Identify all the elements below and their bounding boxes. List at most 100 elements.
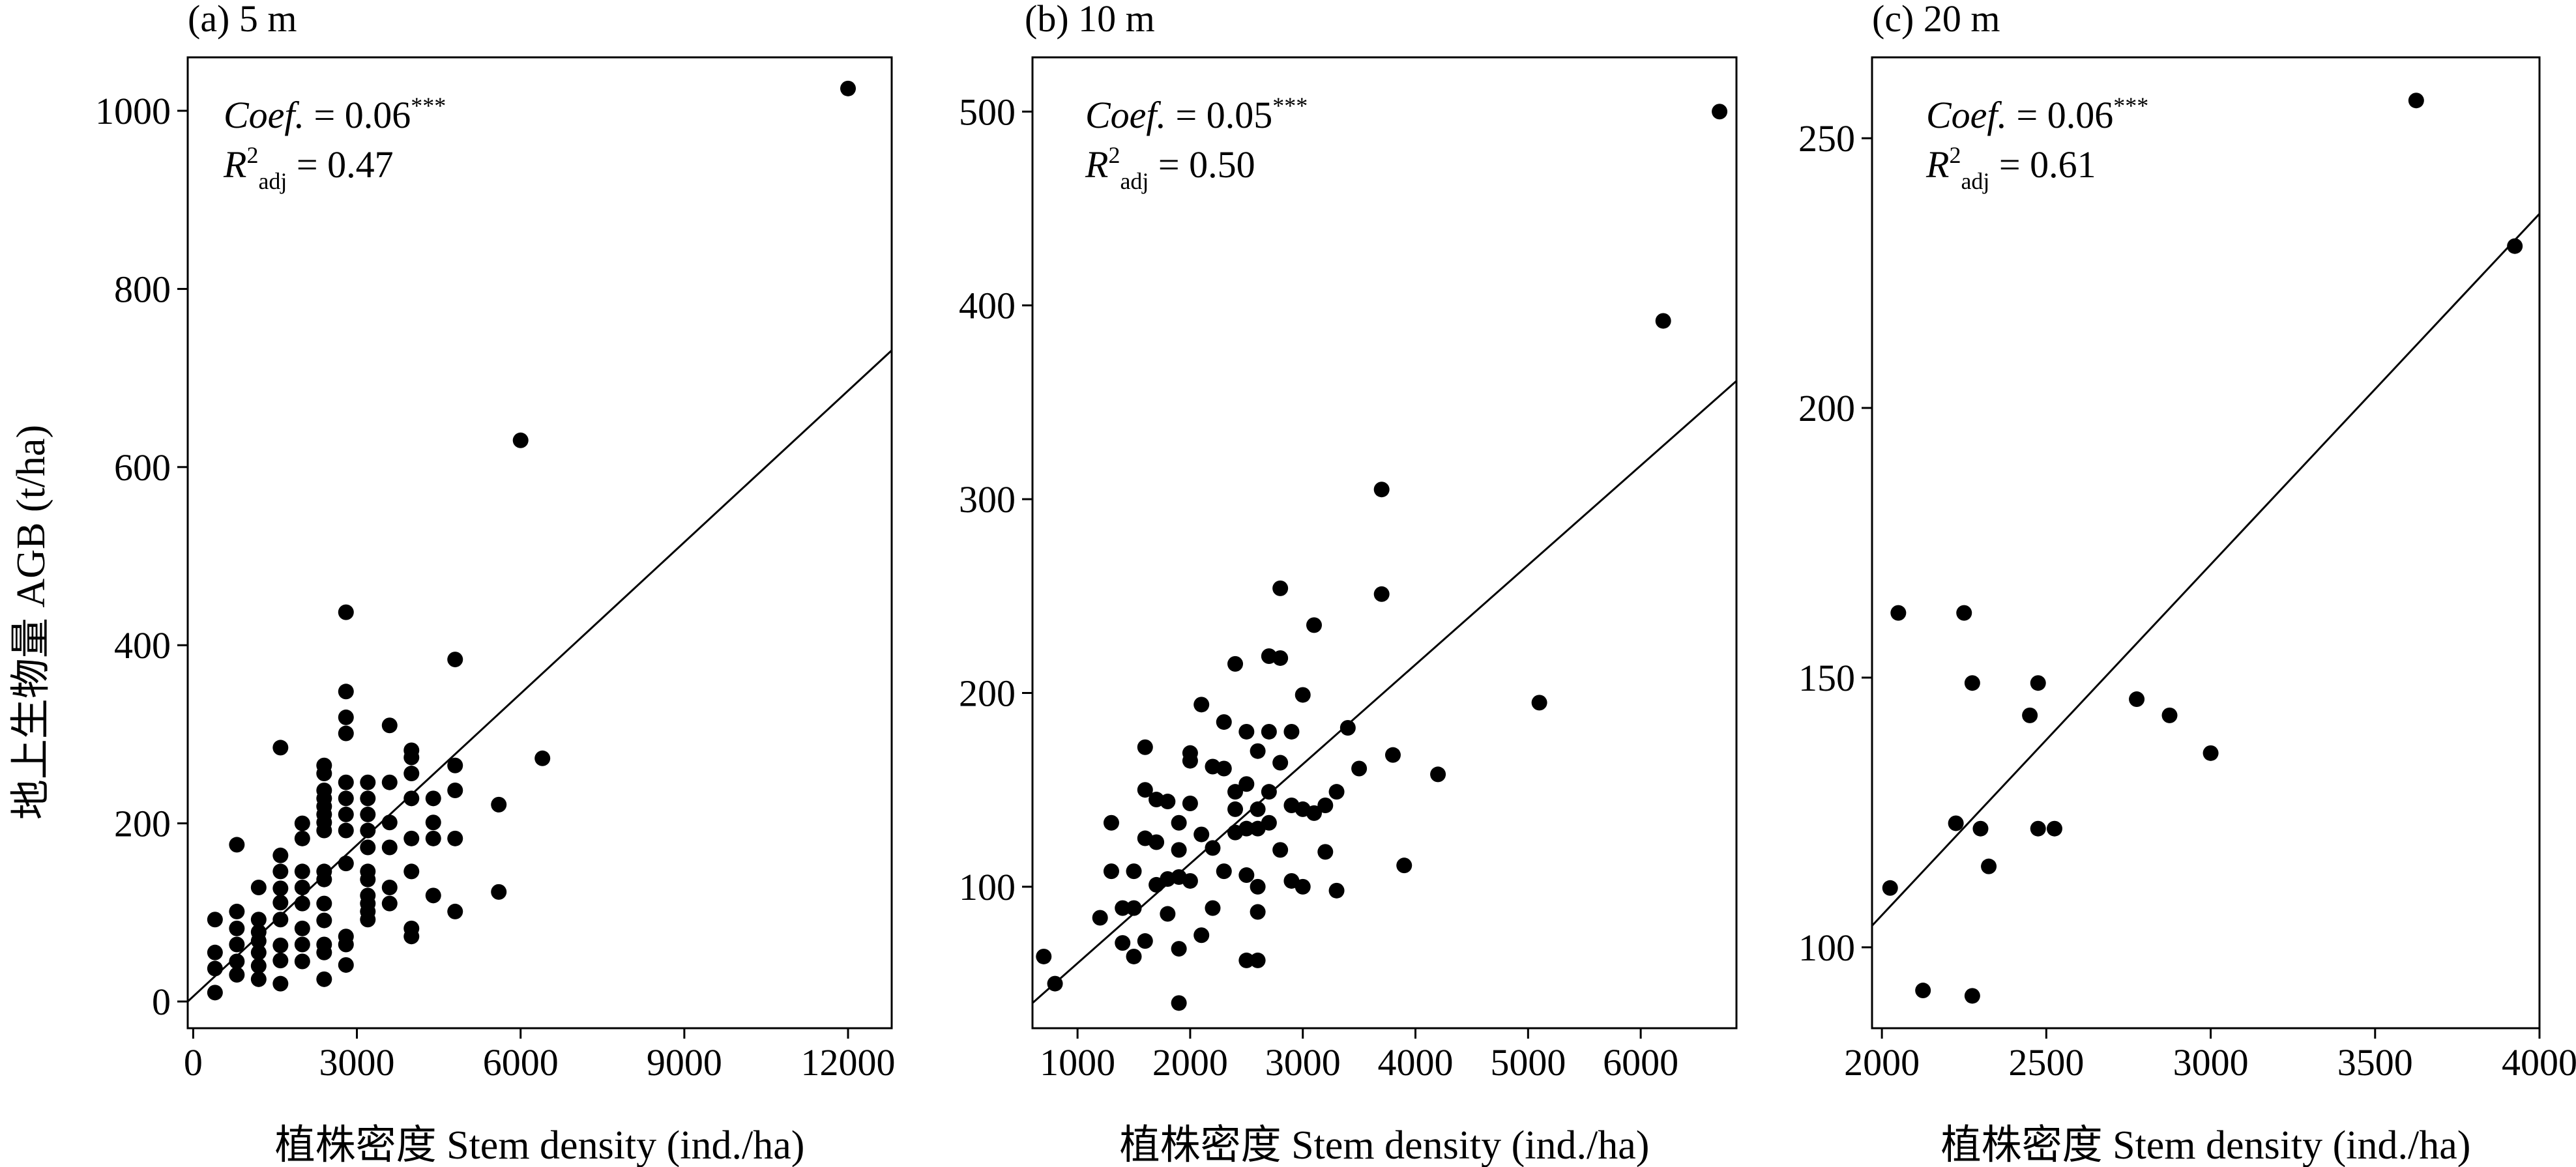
panel-a-data-point [447, 830, 463, 846]
panel-c-r2-sub: adj [1961, 168, 1989, 194]
panel-b-data-point [1712, 104, 1728, 120]
panel-b-title: (b) 10 m [1025, 0, 1155, 40]
panel-a-data-point [338, 709, 354, 725]
panel-b-data-point [1306, 617, 1322, 633]
panel-b-data-point [1149, 834, 1165, 850]
panel-c-coef-sig: *** [2113, 93, 2148, 119]
panel-a-data-point [403, 766, 420, 782]
panel-b-data-point [1238, 776, 1255, 792]
panel-a-data-point [338, 604, 354, 620]
panel-a-r2-label: R [223, 143, 246, 186]
panel-a-data-point [403, 863, 420, 880]
panel-c-data-point [1964, 675, 1980, 691]
panel-b-x-tick-label: 1000 [1040, 1041, 1115, 1084]
panel-a-data-point [294, 920, 310, 936]
panel-a-data-point [250, 958, 267, 974]
panel-c-data-point [2161, 707, 2178, 723]
panel-b-data-point [1227, 784, 1244, 800]
panel-a-data-point [381, 895, 398, 912]
panel-b-data-point [1272, 755, 1289, 771]
panel-b-data-point [1137, 739, 1153, 755]
panel-a-data-point [229, 966, 245, 983]
panel-b-data-point [1126, 948, 1142, 964]
panel-b-data-point [1272, 580, 1289, 596]
panel-a-data-point [316, 936, 332, 953]
panel-a-data-point [207, 985, 223, 1001]
panel-c-marks [1871, 93, 2541, 1004]
panel-b-data-point [1250, 878, 1266, 895]
panel-b-data-point [1238, 820, 1255, 837]
panel-a-data-point [447, 903, 463, 919]
panel-a-data-point [403, 742, 420, 758]
panel-a-data-point [229, 953, 245, 970]
panel-b-data-point [1193, 826, 1210, 843]
panel-a-y-tick-label: 0 [152, 981, 171, 1023]
panel-b-y-tick-label: 300 [959, 478, 1016, 521]
panel-a-data-point [316, 895, 332, 912]
panel-b-data-point [1306, 805, 1322, 821]
panel-a-data-point [425, 887, 441, 904]
panel-c-coef-value: = 0.06 [2007, 94, 2113, 136]
panel-b-data-point [1295, 687, 1311, 703]
panel-c-title: (c) 20 m [1872, 0, 2000, 40]
panel-a-data-point [250, 924, 267, 940]
panel-b-data-point [1261, 784, 1277, 800]
panel-c-data-point [2129, 691, 2145, 708]
panel-b-coef-sig: *** [1272, 93, 1308, 119]
panel-a-r2-value: = 0.47 [287, 143, 393, 186]
panel-a-x-tick-label: 9000 [647, 1041, 722, 1084]
panel-a-data-point [229, 903, 245, 919]
panel-b-data-point [1373, 586, 1390, 602]
panel-c-y-tick-label: 100 [1798, 927, 1855, 969]
panel-b-marks [1032, 104, 1737, 1011]
panel-c-y-tick-label: 250 [1798, 117, 1855, 160]
panel-b-data-point [1295, 878, 1311, 895]
panel-b-data-point [1171, 941, 1187, 957]
panel-b-y-tick-label: 200 [959, 672, 1016, 714]
panel-a-data-point [316, 798, 332, 814]
panel-b-data-point [1384, 747, 1401, 763]
panel-b-data-point [1272, 650, 1289, 666]
panel-a-y-tick-label: 1000 [95, 90, 171, 132]
panel-b-y-tick-label: 100 [959, 866, 1016, 908]
panel-a-data-point [425, 814, 441, 831]
panel-a-data-point [403, 790, 420, 807]
panel-b-x-axis-label: 植株密度 Stem density (ind./ha) [1120, 1123, 1650, 1167]
panel-c-ticks: 2000 2500 3000 3500 4000 100 150 200 250 [1798, 117, 2576, 1084]
panel-a-data-point [381, 880, 398, 896]
panel-a-fit-line [186, 349, 893, 1003]
panel-c-data-point [1915, 983, 1931, 999]
panel-a-data-point [360, 822, 376, 839]
panel-a-data-point [403, 920, 420, 936]
panel-b-x-tick-label: 4000 [1378, 1041, 1454, 1084]
panel-c-data-point [2203, 745, 2219, 761]
panel-a-plot-frame [186, 56, 893, 1030]
panel-b-x-tick-label: 3000 [1265, 1041, 1341, 1084]
panel-b-data-point [1317, 844, 1334, 860]
panel-b-data-point [1182, 796, 1198, 812]
panel-a-title: (a) 5 m [188, 0, 297, 40]
panel-a-data-point [338, 929, 354, 945]
panel-b-r2-value: = 0.50 [1149, 143, 1255, 186]
panel-a-data-point [447, 757, 463, 773]
panel-c-x-tick-label: 3000 [2173, 1041, 2249, 1084]
panel-a-data-point [338, 725, 354, 742]
panel-c-data-point [2507, 238, 2523, 254]
panel-a-y-tick-label: 200 [114, 803, 171, 845]
panel-a-data-point [207, 960, 223, 977]
panel-a-data-point [294, 830, 310, 846]
panel-c-fit-line [1871, 213, 2541, 927]
panel-a-data-point [207, 944, 223, 960]
panel-b-data-point [1103, 814, 1119, 831]
panel-c-data-point [2046, 820, 2062, 837]
panel-b-data-point [1261, 814, 1277, 831]
svg-text:Coef. = 0.05***: Coef. = 0.05*** [1085, 93, 1308, 136]
panel-a-data-point [272, 863, 289, 880]
panel-a-data-point [338, 822, 354, 839]
panel-a-data-point [272, 895, 289, 911]
panel-a-data-point [316, 971, 332, 987]
panel-a-coef-sig: *** [411, 93, 446, 119]
panel-a-data-point [272, 847, 289, 863]
panel-a-data-point [316, 783, 332, 799]
